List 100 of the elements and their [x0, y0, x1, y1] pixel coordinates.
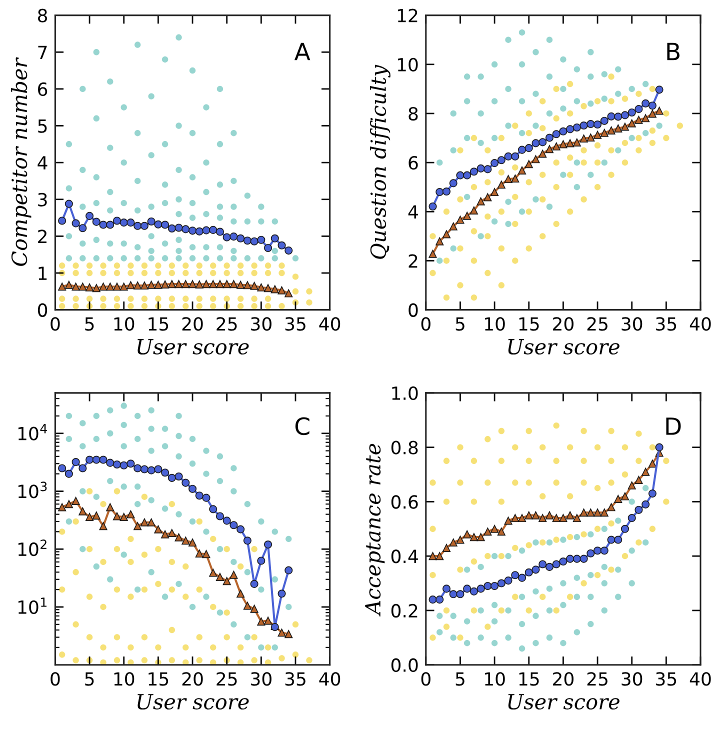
- point: [484, 193, 492, 202]
- point: [642, 114, 650, 122]
- point: [236, 280, 245, 289]
- point: [222, 516, 231, 525]
- point: [511, 152, 520, 160]
- point: [120, 512, 128, 521]
- point: [464, 74, 470, 80]
- point: [154, 220, 162, 228]
- x-tick-label: 20: [182, 672, 203, 686]
- x-tick-label: 35: [285, 672, 306, 686]
- point: [58, 282, 66, 291]
- point: [615, 66, 622, 72]
- point: [436, 612, 443, 620]
- point: [112, 512, 122, 520]
- point: [478, 564, 484, 570]
- point: [560, 86, 566, 92]
- point: [491, 618, 498, 624]
- point: [586, 549, 595, 558]
- point: [147, 217, 156, 226]
- point: [58, 216, 66, 225]
- point: [106, 220, 114, 229]
- point: [250, 580, 258, 588]
- point: [588, 74, 594, 80]
- x-tick-label: 5: [456, 317, 464, 331]
- point: [511, 514, 520, 522]
- point: [78, 224, 87, 232]
- y-tick-label: 0.4: [391, 550, 418, 564]
- x-tick-label: 25: [216, 672, 237, 686]
- point: [209, 505, 218, 514]
- x-tick-label: 25: [587, 317, 608, 331]
- point: [615, 566, 622, 573]
- point: [195, 227, 204, 236]
- point: [545, 134, 554, 142]
- point: [491, 61, 498, 68]
- point: [72, 282, 80, 291]
- point: [478, 607, 484, 614]
- x-tick-label: 10: [114, 672, 134, 686]
- point: [174, 224, 183, 232]
- point: [112, 282, 122, 291]
- y-tick-label: 10: [398, 58, 418, 72]
- point: [600, 116, 608, 125]
- point: [524, 160, 533, 168]
- point: [532, 511, 540, 520]
- x-tick-label: 35: [656, 672, 676, 686]
- point: [72, 458, 80, 466]
- point: [511, 571, 520, 580]
- point: [552, 560, 560, 568]
- point: [574, 534, 580, 540]
- y-tick-label: 0.8: [391, 440, 418, 454]
- point: [648, 460, 656, 468]
- point: [216, 512, 224, 520]
- point: [497, 180, 506, 189]
- point: [545, 511, 554, 520]
- point: [182, 478, 190, 487]
- x-tick-label: 0: [50, 672, 60, 686]
- point: [99, 456, 108, 464]
- y-tick-label: 0.0: [391, 658, 418, 672]
- point: [216, 280, 224, 288]
- point: [140, 518, 148, 526]
- point: [490, 159, 499, 168]
- point: [588, 172, 594, 178]
- point: [464, 98, 470, 104]
- point: [209, 226, 218, 234]
- point: [524, 144, 533, 152]
- point: [188, 538, 197, 547]
- x-axis-title: User score: [138, 694, 249, 710]
- point: [600, 546, 608, 555]
- point: [601, 71, 608, 78]
- point: [449, 222, 458, 230]
- point: [86, 212, 94, 220]
- point: [642, 468, 650, 476]
- point: [464, 640, 470, 646]
- x-tick-label: 20: [553, 317, 574, 331]
- point: [92, 218, 100, 226]
- x-tick-label: 30: [251, 672, 272, 686]
- x-tick-label: 10: [485, 672, 505, 686]
- point: [490, 188, 499, 196]
- point: [560, 536, 566, 543]
- point: [628, 134, 635, 142]
- point: [560, 580, 566, 586]
- point: [436, 188, 444, 196]
- point: [634, 476, 643, 484]
- point: [195, 492, 204, 500]
- point: [620, 122, 630, 131]
- point: [202, 550, 210, 558]
- point: [601, 96, 608, 102]
- point: [168, 528, 176, 538]
- point: [628, 108, 636, 117]
- point: [588, 49, 594, 56]
- point: [450, 612, 456, 620]
- point: [436, 596, 444, 604]
- point: [99, 522, 108, 530]
- point: [161, 220, 170, 229]
- point: [615, 147, 622, 154]
- point: [574, 159, 580, 166]
- point: [532, 566, 540, 574]
- point: [182, 225, 190, 234]
- point: [284, 289, 293, 298]
- point: [106, 458, 114, 467]
- point: [243, 281, 252, 290]
